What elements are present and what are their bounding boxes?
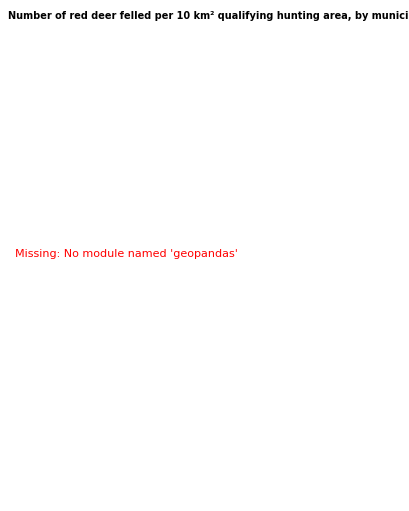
Text: Missing: No module named 'geopandas': Missing: No module named 'geopandas' bbox=[16, 249, 238, 259]
Text: Number of red deer felled per 10 km² qualifying hunting area, by municipalitiy.: Number of red deer felled per 10 km² qua… bbox=[8, 11, 409, 21]
